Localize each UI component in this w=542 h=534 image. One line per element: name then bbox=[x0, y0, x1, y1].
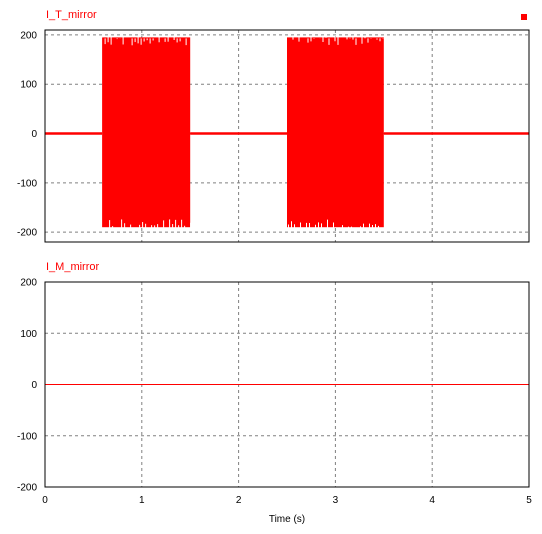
top-y-ticks: 200 100 0 -100 -200 bbox=[17, 30, 37, 238]
top-series-label: I_T_mirror bbox=[46, 9, 97, 21]
top-legend-marker bbox=[521, 14, 527, 20]
x-tick-label: 2 bbox=[236, 495, 242, 506]
y-tick-label: 0 bbox=[31, 129, 37, 140]
trace-oscillation-band bbox=[287, 37, 384, 228]
x-tick-label: 1 bbox=[139, 495, 145, 506]
y-tick-label: 100 bbox=[20, 329, 37, 340]
x-tick-label: 0 bbox=[42, 495, 48, 506]
top-panel: I_T_mirror 200 100 0 -100 -200 bbox=[17, 9, 530, 243]
trace-oscillation-band bbox=[102, 37, 191, 228]
bottom-y-ticks: 200 100 0 -100 -200 bbox=[17, 278, 37, 494]
top-plot-frame bbox=[44, 29, 530, 243]
x-tick-label: 4 bbox=[429, 495, 435, 506]
bottom-plot-frame bbox=[44, 281, 530, 488]
y-tick-label: -100 bbox=[17, 431, 37, 442]
y-tick-label: -100 bbox=[17, 178, 37, 189]
y-tick-label: -200 bbox=[17, 483, 37, 494]
y-tick-label: 200 bbox=[20, 30, 37, 41]
x-tick-label: 3 bbox=[333, 495, 339, 506]
y-tick-label: 0 bbox=[31, 380, 37, 391]
bottom-x-ticks: 0 1 2 3 4 5 bbox=[42, 495, 532, 506]
top-trace bbox=[45, 35, 529, 229]
y-tick-label: -200 bbox=[17, 228, 37, 239]
y-tick-label: 100 bbox=[20, 80, 37, 91]
x-axis-title: Time (s) bbox=[269, 514, 305, 525]
y-tick-label: 200 bbox=[20, 278, 37, 289]
x-tick-label: 5 bbox=[526, 495, 532, 506]
bottom-series-label: I_M_mirror bbox=[46, 261, 100, 273]
bottom-panel: I_M_mirror 200 100 0 -100 -200 0 1 2 3 4 5 Time (… bbox=[17, 261, 532, 525]
